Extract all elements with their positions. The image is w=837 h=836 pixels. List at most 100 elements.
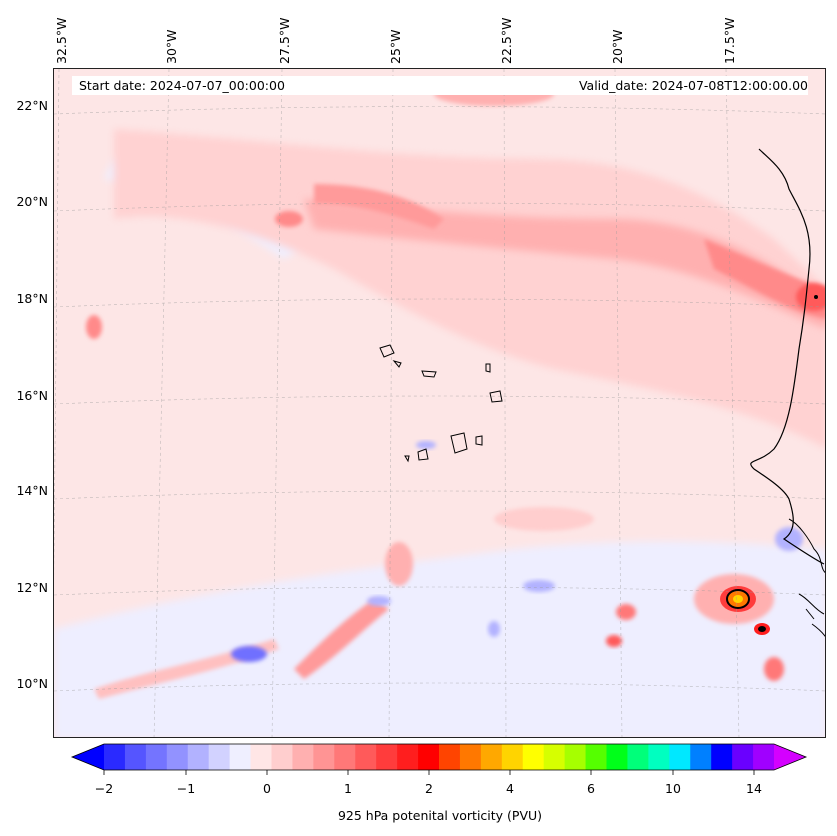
high-vorticity-core [796, 283, 825, 311]
longitude-label: 22.5°W [499, 17, 514, 64]
latitude-label: 14°N [16, 483, 48, 498]
colorbar-swatch [376, 744, 398, 770]
island [404, 455, 410, 463]
colorbar-tick-label: −1 [176, 781, 196, 796]
colorbar [70, 743, 808, 775]
colorbar-swatch [690, 744, 712, 770]
high-vorticity-band [114, 129, 825, 448]
colorbar-tick-label: 1 [344, 781, 352, 796]
colorbar-swatch [292, 744, 314, 770]
low-vorticity-core [367, 596, 391, 606]
latitude-label: 10°N [16, 676, 48, 691]
colorbar-swatch [187, 744, 210, 770]
island [379, 344, 395, 358]
colorbar-swatch [522, 744, 545, 770]
high-vorticity-band [494, 507, 594, 531]
high-vorticity-core [606, 635, 622, 647]
longitude-label: 32.5°W [54, 17, 69, 64]
colorbar-tick-label: 0 [263, 781, 271, 796]
island [726, 589, 750, 609]
colorbar-swatch [648, 744, 670, 770]
latitude-label: 16°N [16, 388, 48, 403]
latitude-label: 22°N [16, 98, 48, 113]
coastline [788, 518, 825, 573]
map-panel [53, 68, 826, 738]
low-vorticity-region [54, 541, 825, 737]
colorbar-swatch [753, 744, 775, 770]
island [450, 432, 468, 454]
island [814, 295, 818, 299]
colorbar-swatch [334, 744, 356, 770]
colorbar-tick-label: 2 [425, 781, 433, 796]
longitude-label: 27.5°W [277, 17, 292, 64]
colorbar-swatch [669, 744, 691, 770]
high-vorticity-band [314, 184, 444, 229]
colorbar-swatch [564, 744, 587, 770]
longitude-label: 25°W [388, 29, 403, 64]
high-vorticity-core [86, 315, 102, 339]
colorbar-swatch [355, 744, 377, 770]
coastline [750, 148, 825, 565]
colorbar-swatch [606, 744, 628, 770]
low-vorticity-core [416, 441, 436, 449]
latitude-label: 12°N [16, 580, 48, 595]
colorbar-tick-label: 6 [587, 781, 595, 796]
island [489, 390, 503, 403]
colorbar-extend-min [72, 744, 104, 770]
colorbar-swatch [271, 744, 293, 770]
colorbar-swatch [439, 744, 461, 770]
colorbar-swatch [229, 744, 252, 770]
colorbar-swatch [480, 744, 503, 770]
island [421, 370, 437, 378]
latitude-label: 20°N [16, 194, 48, 209]
high-vorticity-core [733, 595, 743, 603]
colorbar-swatch [711, 744, 733, 770]
colorbar-swatch [104, 744, 126, 770]
low-vorticity-core [231, 646, 267, 662]
high-vorticity-core [385, 542, 413, 586]
low-vorticity-core [775, 527, 803, 551]
colorbar-swatch [585, 744, 607, 770]
island [758, 626, 766, 632]
colorbar-swatch [208, 744, 231, 770]
coastline [798, 593, 825, 637]
colorbar-swatch [166, 744, 189, 770]
island [392, 360, 402, 368]
colorbar-swatch [732, 744, 754, 770]
latitude-label: 18°N [16, 291, 48, 306]
high-vorticity-core [616, 604, 636, 620]
colorbar-tick-label: −2 [94, 781, 114, 796]
island [475, 435, 483, 446]
colorbar-swatch [313, 744, 335, 770]
colorbar-tick-label: 10 [665, 781, 681, 796]
colorbar-swatch [397, 744, 419, 770]
island [417, 448, 429, 461]
island [485, 363, 491, 373]
start-date: Start date: 2024-07-07_00:00:00 [79, 78, 285, 93]
colorbar-swatch [418, 744, 440, 770]
colorbar-swatch [145, 744, 168, 770]
longitude-label: 17.5°W [722, 17, 737, 64]
colorbar-swatch [250, 744, 272, 770]
high-vorticity-core [704, 239, 825, 319]
longitude-label: 20°W [610, 29, 625, 64]
valid-date: Valid_date: 2024-07-08T12:00:00.00 [578, 78, 808, 93]
colorbar-swatch [627, 744, 649, 770]
colorbar-label: 925 hPa potenital vorticity (PVU) [337, 808, 543, 823]
colorbar-swatch [459, 744, 482, 770]
high-vorticity-band [294, 599, 389, 679]
colorbar-swatch [124, 744, 147, 770]
low-vorticity-core [488, 621, 500, 637]
colorbar-extend-max [774, 744, 806, 770]
high-vorticity-band [304, 199, 825, 329]
colorbar-swatch [501, 744, 524, 770]
high-vorticity-core [764, 657, 784, 681]
date-banner [72, 76, 808, 95]
graticule [54, 69, 825, 737]
high-vorticity-core [275, 211, 303, 227]
low-vorticity-core [523, 580, 555, 592]
colorbar-tick-label: 14 [746, 781, 762, 796]
colorbar-tick-label: 4 [506, 781, 514, 796]
longitude-label: 30°W [164, 29, 179, 64]
